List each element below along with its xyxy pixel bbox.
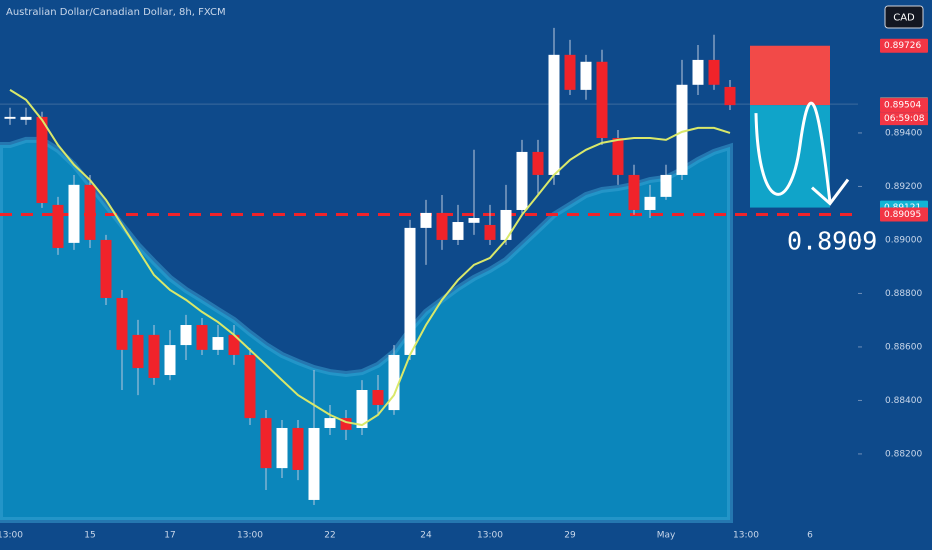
candle-body <box>228 334 240 355</box>
x-tick-label: 13:00 <box>733 531 759 541</box>
price-label: 0.89726 <box>884 41 921 51</box>
projection-drawing <box>754 101 832 203</box>
candle-body <box>4 116 16 119</box>
x-tick-label: 24 <box>420 531 432 541</box>
price-label-box <box>880 207 928 222</box>
candle-body <box>84 184 96 240</box>
candle-body <box>532 151 544 175</box>
x-tick-label: 29 <box>564 531 576 541</box>
candle-body <box>660 174 672 197</box>
candle-body <box>564 54 576 90</box>
candle-body <box>548 54 560 175</box>
candle-body <box>324 418 336 428</box>
candle-body <box>516 151 528 210</box>
currency-label: CAD <box>893 13 915 24</box>
countdown: 06:59:08 <box>884 114 925 124</box>
candle-body <box>404 227 416 355</box>
price-label-box <box>880 98 928 113</box>
position-stop <box>750 45 830 106</box>
x-tick-label: 22 <box>324 531 335 541</box>
x-tick-label: May <box>657 531 676 541</box>
annotation: 0.8909 <box>787 227 877 256</box>
candle-body <box>292 427 304 470</box>
x-tick-label: 13:00 <box>237 531 263 541</box>
candle-body <box>708 59 720 85</box>
y-tick-label: 0.88600 <box>885 342 922 352</box>
candle-body <box>148 334 160 378</box>
candle-body <box>20 116 32 120</box>
chart-title: Australian Dollar/Canadian Dollar, 8h, F… <box>6 7 226 18</box>
candle-body <box>212 337 224 350</box>
candle-body <box>628 174 640 210</box>
y-tick-label: 0.88400 <box>885 396 922 406</box>
candle-body <box>436 212 448 240</box>
price-label: 0.89095 <box>884 210 921 220</box>
y-tick-label: 0.88200 <box>885 449 922 459</box>
candle-body <box>484 224 496 240</box>
candle-body <box>276 427 288 469</box>
countdown-box <box>880 112 928 126</box>
candle-body <box>116 297 128 350</box>
candle-body <box>260 418 272 469</box>
candle-body <box>580 61 592 90</box>
candle-body <box>468 218 480 223</box>
x-tick-label: 17 <box>164 531 175 541</box>
candle-body <box>308 427 320 500</box>
moving-average <box>9 89 731 427</box>
candle-body <box>356 390 368 428</box>
candle-body <box>132 334 144 369</box>
y-tick-label: 0.89400 <box>885 128 922 138</box>
candle-body <box>724 86 736 106</box>
x-tick-label: 15 <box>84 531 95 541</box>
candle-body <box>244 354 256 419</box>
y-tick-label: 0.88800 <box>885 289 922 299</box>
x-tick-label: 13:00 <box>477 531 503 541</box>
candle-body <box>676 84 688 175</box>
candle-body <box>196 325 208 350</box>
candle-body <box>452 222 464 240</box>
price-label-box <box>880 38 928 53</box>
projection-arrow <box>811 178 850 206</box>
x-tick-label: 6 <box>807 531 813 541</box>
candle-body <box>372 390 384 405</box>
candle-body <box>100 239 112 298</box>
y-tick-label: 0.89200 <box>885 182 922 192</box>
candle-body <box>596 61 608 139</box>
candle-body <box>500 209 512 240</box>
price-label: 0.89504 <box>884 101 921 111</box>
candle-body <box>36 116 48 204</box>
candle-body <box>644 196 656 210</box>
candle-body <box>164 345 176 376</box>
candle-body <box>180 325 192 346</box>
candle-body <box>692 59 704 85</box>
candle-body <box>68 184 80 243</box>
candle-body <box>420 212 432 228</box>
currency-button[interactable] <box>884 5 924 29</box>
candle-body <box>612 138 624 175</box>
x-tick-label: 13:00 <box>0 531 23 541</box>
candle-body <box>52 204 64 248</box>
y-tick-label: 0.89000 <box>885 235 922 245</box>
candle-body <box>340 418 352 430</box>
candle-body <box>388 354 400 411</box>
